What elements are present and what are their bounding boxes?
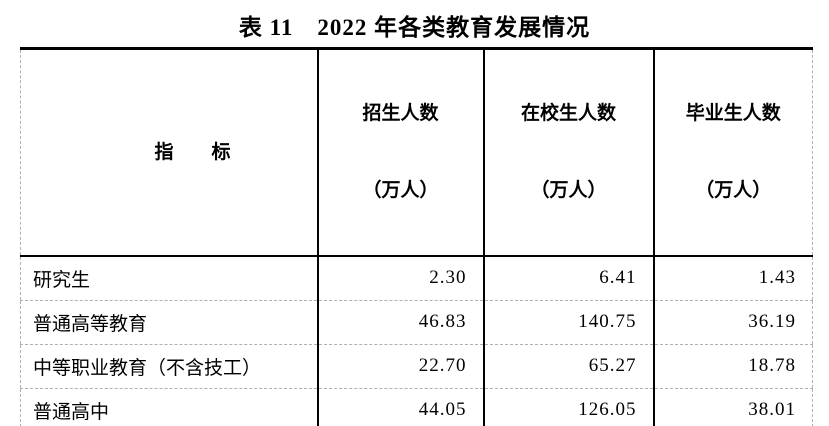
header-cell-current-students: 在校生人数 （万人）	[482, 48, 654, 258]
table-row: 普通高等教育 46.83 140.75 36.19	[20, 299, 813, 345]
table-row: 普通高中 44.05 126.05 38.01	[20, 387, 813, 426]
value-cell: 6.41	[482, 256, 654, 301]
table-body: 研究生 2.30 6.41 1.43 普通高等教育 46.83 140.75 3…	[20, 256, 813, 426]
value-cell: 126.05	[482, 387, 654, 426]
education-stats-table: 指 标 招生人数 （万人） 在校生人数 （万人） 毕业生人数 （万人） 研究生	[20, 47, 813, 426]
table-title: 表 11 2022 年各类教育发展情况	[238, 15, 591, 40]
indicator-cell: 普通高中	[20, 387, 318, 426]
value-cell: 44.05	[316, 387, 484, 426]
graduates-header-unit: （万人）	[695, 180, 772, 202]
current-students-header-label: 在校生人数	[520, 103, 616, 125]
value-cell: 36.19	[652, 299, 813, 345]
table-row: 中等职业教育（不含技工） 22.70 65.27 18.78	[20, 343, 813, 389]
header-cell-graduates: 毕业生人数 （万人）	[652, 48, 813, 258]
indicator-cell: 中等职业教育（不含技工）	[20, 343, 318, 389]
value-cell: 18.78	[652, 343, 813, 389]
header-row: 指 标 招生人数 （万人） 在校生人数 （万人） 毕业生人数 （万人）	[20, 48, 813, 258]
indicator-cell: 研究生	[33, 269, 91, 291]
value-cell: 38.01	[652, 387, 813, 426]
graduates-header-label: 毕业生人数	[685, 103, 781, 125]
value-cell: 140.75	[482, 299, 654, 345]
header-cell-enrollment: 招生人数 （万人）	[316, 48, 484, 258]
value-cell: 22.70	[316, 343, 484, 389]
enrollment-header-label: 招生人数	[362, 103, 439, 125]
current-students-header-unit: （万人）	[530, 180, 607, 202]
table-row: 研究生 2.30 6.41 1.43	[21, 256, 813, 301]
enrollment-header-unit: （万人）	[362, 180, 439, 202]
value-cell: 1.43	[652, 256, 813, 301]
indicator-header-label: 指 标	[154, 141, 231, 163]
header-cell-indicator: 指 标	[20, 48, 318, 258]
indicator-cell: 普通高等教育	[20, 299, 318, 345]
value-cell: 2.30	[316, 256, 484, 301]
value-cell: 46.83	[316, 299, 484, 345]
table-header: 指 标 招生人数 （万人） 在校生人数 （万人） 毕业生人数 （万人）	[20, 48, 813, 258]
value-cell: 65.27	[482, 343, 654, 389]
